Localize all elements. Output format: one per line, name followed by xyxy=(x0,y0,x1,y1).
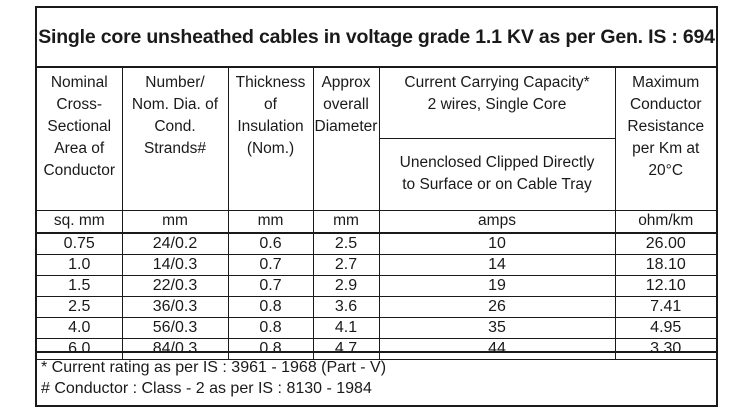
header-strands: Number/ Nom. Dia. of Cond. Strands# xyxy=(121,66,229,211)
header-line: overall xyxy=(323,96,369,113)
unit-cell: mm xyxy=(121,209,229,234)
header-insulation: Thickness of Insulation (Nom.) xyxy=(227,66,314,211)
footnote-conductor-class: # Conductor : Class - 2 as per IS : 8130… xyxy=(41,380,372,397)
header-line: Diameter xyxy=(314,118,378,135)
table-cell: 0.8 xyxy=(227,317,314,339)
table-cell: 0.6 xyxy=(227,232,314,255)
table-cell: 0.8 xyxy=(227,296,314,318)
table-cell: 4.0 xyxy=(37,317,123,339)
table-cell: 4.1 xyxy=(312,317,380,339)
table-cell: 12.10 xyxy=(614,275,716,297)
header-line: Thickness xyxy=(235,74,306,91)
header-line: Conductor xyxy=(629,96,702,113)
table-cell: 2.5 xyxy=(37,296,123,318)
header-line: Maximum xyxy=(632,74,700,91)
header-line: Strands# xyxy=(143,140,207,157)
header-line: Approx xyxy=(321,74,371,91)
table-cell: 36/0.3 xyxy=(121,296,229,318)
header-line: Resistance xyxy=(627,118,705,135)
header-installation-method: Unenclosed Clipped Directly to Surface o… xyxy=(379,137,615,211)
header-row-sub: Unenclosed Clipped Directly to Surface o… xyxy=(37,137,716,211)
unit-cell: sq. mm xyxy=(37,209,123,234)
header-resistance: Maximum Conductor Resistance per Km at 2… xyxy=(614,66,716,211)
header-line: Conductor xyxy=(43,162,115,179)
table-cell: 1.5 xyxy=(37,275,123,297)
cable-spec-table-frame: Single core unsheathed cables in voltage… xyxy=(35,6,718,407)
header-line: 2 wires, Single Core xyxy=(427,96,567,113)
table-cell: 14/0.3 xyxy=(121,254,229,276)
header-line: Current Carrying Capacity* xyxy=(404,74,590,91)
table-cell: 1.0 xyxy=(37,254,123,276)
header-line: Cross- xyxy=(56,96,103,113)
table-row: 0.75 24/0.2 0.6 2.5 10 26.00 xyxy=(37,232,716,255)
header-row-top: Nominal Cross- Sectional Area of Conduct… xyxy=(37,66,716,211)
header-line: Nom. Dia. of xyxy=(131,96,219,113)
footnotes: * Current rating as per IS : 3961 - 1968… xyxy=(37,351,716,403)
table-cell: 2.9 xyxy=(312,275,380,297)
table-cell: 35 xyxy=(378,317,616,339)
header-diameter: Approx overall Diameter xyxy=(312,66,380,211)
table-cell: 10 xyxy=(378,232,616,255)
header-line: of xyxy=(264,96,277,113)
header-line: Unenclosed Clipped Directly xyxy=(399,154,595,171)
table-row: 1.5 22/0.3 0.7 2.9 19 12.10 xyxy=(37,275,716,297)
table-cell: 26.00 xyxy=(614,232,716,255)
footnote-current-rating: * Current rating as per IS : 3961 - 1968… xyxy=(41,359,387,376)
table-row: 2.5 36/0.3 0.8 3.6 26 7.41 xyxy=(37,296,716,318)
header-line: Number/ xyxy=(145,74,205,91)
header-line: Insulation xyxy=(237,118,304,135)
header-line: Cond. xyxy=(154,118,196,135)
header-line: to Surface or on Cable Tray xyxy=(402,176,592,193)
cable-spec-table: Nominal Cross- Sectional Area of Conduct… xyxy=(37,66,716,360)
table-cell: 2.5 xyxy=(312,232,380,255)
table-cell: 7.41 xyxy=(614,296,716,318)
header-line: Nominal xyxy=(50,74,108,91)
table-cell: 14 xyxy=(378,254,616,276)
table-cell: 18.10 xyxy=(614,254,716,276)
table-cell: 24/0.2 xyxy=(121,232,229,255)
table-cell: 3.30 xyxy=(614,338,716,360)
table-cell: 22/0.3 xyxy=(121,275,229,297)
units-row: sq. mm mm mm mm amps ohm/km xyxy=(37,209,716,234)
table-cell: 26 xyxy=(378,296,616,318)
table-row: 4.0 56/0.3 0.8 4.1 35 4.95 xyxy=(37,317,716,339)
header-current-capacity: Current Carrying Capacity* 2 wires, Sing… xyxy=(378,66,616,139)
unit-cell: amps xyxy=(378,209,616,234)
header-line: (Nom.) xyxy=(246,140,295,157)
table-cell: 0.75 xyxy=(37,232,123,255)
table-cell: 3.6 xyxy=(312,296,380,318)
unit-cell: ohm/km xyxy=(614,209,716,234)
header-line: Area of xyxy=(54,140,105,157)
header-line: per Km at xyxy=(632,140,700,157)
unit-cell: mm xyxy=(227,209,314,234)
table-cell: 56/0.3 xyxy=(121,317,229,339)
table-row: 1.0 14/0.3 0.7 2.7 14 18.10 xyxy=(37,254,716,276)
table-cell: 19 xyxy=(378,275,616,297)
table-cell: 0.7 xyxy=(227,275,314,297)
header-line: 20°C xyxy=(648,162,684,179)
header-nominal-area: Nominal Cross- Sectional Area of Conduct… xyxy=(37,66,123,211)
table-title: Single core unsheathed cables in voltage… xyxy=(37,8,716,68)
header-line: Sectional xyxy=(47,118,112,135)
unit-cell: mm xyxy=(312,209,380,234)
table-cell: 4.95 xyxy=(614,317,716,339)
table-cell: 0.7 xyxy=(227,254,314,276)
table-cell: 2.7 xyxy=(312,254,380,276)
